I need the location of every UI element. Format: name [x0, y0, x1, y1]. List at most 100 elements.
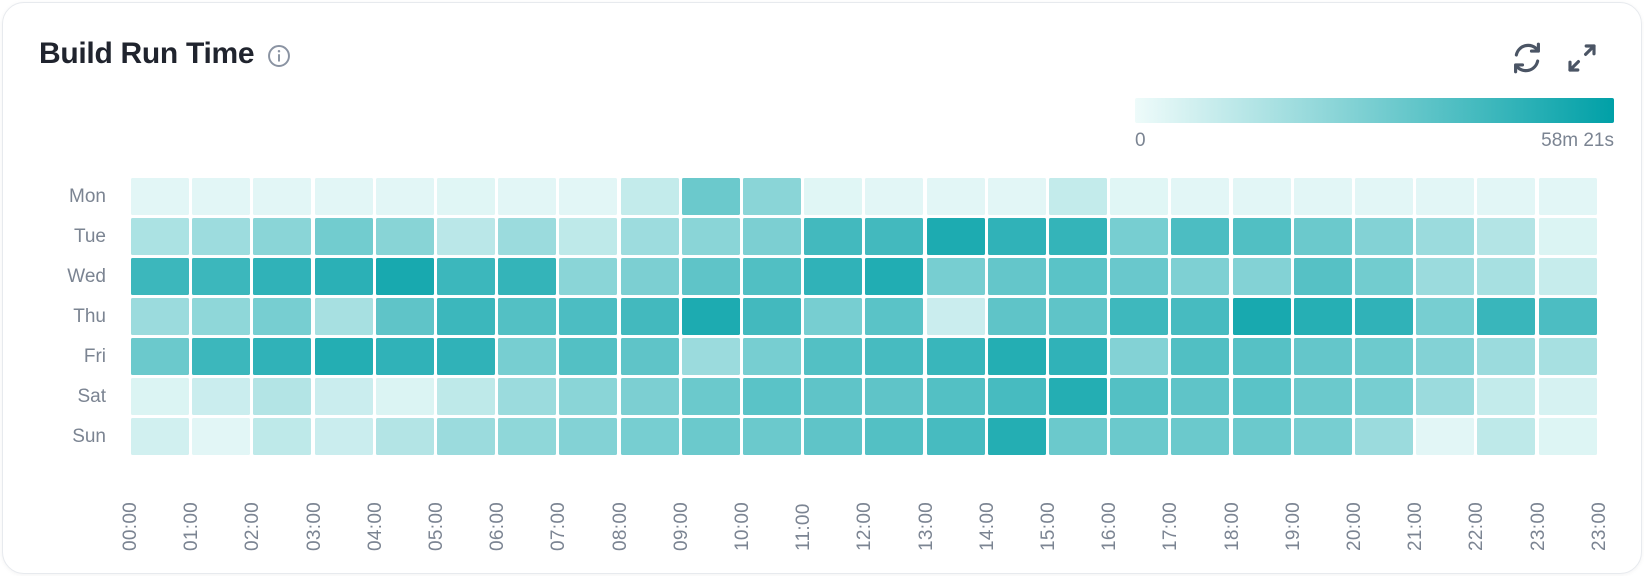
heatmap-cell[interactable]: [620, 418, 679, 455]
heatmap-cell[interactable]: [253, 258, 312, 295]
heatmap-cell[interactable]: [437, 418, 495, 455]
heatmap-cell[interactable]: [559, 298, 618, 335]
heatmap-cell[interactable]: [1416, 298, 1475, 335]
heatmap-cell[interactable]: [1355, 418, 1413, 455]
heatmap-cell[interactable]: [1416, 338, 1475, 375]
heatmap-cell[interactable]: [1355, 178, 1413, 215]
heatmap-cell[interactable]: [987, 338, 1046, 375]
heatmap-cell[interactable]: [375, 178, 434, 215]
heatmap-cell[interactable]: [375, 218, 434, 255]
info-button[interactable]: [266, 43, 292, 69]
heatmap-cell[interactable]: [743, 218, 801, 255]
heatmap-cell[interactable]: [804, 378, 863, 415]
heatmap-cell[interactable]: [1477, 338, 1536, 375]
heatmap-cell[interactable]: [926, 378, 985, 415]
heatmap-cell[interactable]: [865, 418, 924, 455]
heatmap-cell[interactable]: [804, 418, 863, 455]
heatmap-cell[interactable]: [498, 418, 557, 455]
heatmap-cell[interactable]: [620, 218, 679, 255]
heatmap-cell[interactable]: [192, 378, 251, 415]
heatmap-cell[interactable]: [1538, 218, 1597, 255]
heatmap-cell[interactable]: [559, 378, 618, 415]
heatmap-cell[interactable]: [1355, 218, 1413, 255]
heatmap-cell[interactable]: [804, 258, 863, 295]
heatmap-cell[interactable]: [1477, 378, 1536, 415]
heatmap-cell[interactable]: [437, 338, 495, 375]
heatmap-cell[interactable]: [498, 258, 557, 295]
heatmap-cell[interactable]: [1171, 298, 1230, 335]
heatmap-cell[interactable]: [1110, 258, 1169, 295]
heatmap-cell[interactable]: [253, 378, 312, 415]
heatmap-cell[interactable]: [559, 218, 618, 255]
heatmap-cell[interactable]: [681, 338, 740, 375]
heatmap-cell[interactable]: [1355, 298, 1413, 335]
heatmap-cell[interactable]: [314, 218, 373, 255]
heatmap-cell[interactable]: [1477, 298, 1536, 335]
heatmap-cell[interactable]: [1049, 418, 1107, 455]
heatmap-cell[interactable]: [1477, 178, 1536, 215]
heatmap-cell[interactable]: [559, 178, 618, 215]
heatmap-cell[interactable]: [375, 378, 434, 415]
heatmap-cell[interactable]: [1538, 378, 1597, 415]
heatmap-cell[interactable]: [1477, 418, 1536, 455]
heatmap-cell[interactable]: [926, 218, 985, 255]
heatmap-cell[interactable]: [375, 418, 434, 455]
heatmap-cell[interactable]: [192, 258, 251, 295]
heatmap-cell[interactable]: [437, 298, 495, 335]
heatmap-cell[interactable]: [1110, 338, 1169, 375]
heatmap-cell[interactable]: [131, 298, 189, 335]
heatmap-cell[interactable]: [1477, 258, 1536, 295]
heatmap-cell[interactable]: [1049, 298, 1107, 335]
heatmap-cell[interactable]: [437, 178, 495, 215]
heatmap-cell[interactable]: [926, 258, 985, 295]
heatmap-cell[interactable]: [498, 378, 557, 415]
heatmap-cell[interactable]: [314, 178, 373, 215]
heatmap-cell[interactable]: [865, 378, 924, 415]
heatmap-cell[interactable]: [1232, 298, 1291, 335]
expand-button[interactable]: [1563, 39, 1601, 77]
heatmap-cell[interactable]: [743, 298, 801, 335]
heatmap-cell[interactable]: [1232, 418, 1291, 455]
heatmap-cell[interactable]: [987, 298, 1046, 335]
heatmap-cell[interactable]: [1171, 258, 1230, 295]
heatmap-cell[interactable]: [1293, 258, 1352, 295]
heatmap-cell[interactable]: [1416, 378, 1475, 415]
heatmap-cell[interactable]: [253, 298, 312, 335]
heatmap-cell[interactable]: [1416, 418, 1475, 455]
heatmap-cell[interactable]: [620, 258, 679, 295]
heatmap-cell[interactable]: [804, 178, 863, 215]
heatmap-cell[interactable]: [1171, 378, 1230, 415]
heatmap-cell[interactable]: [375, 258, 434, 295]
heatmap-cell[interactable]: [1477, 218, 1536, 255]
heatmap-cell[interactable]: [131, 178, 189, 215]
heatmap-cell[interactable]: [253, 218, 312, 255]
heatmap-cell[interactable]: [804, 218, 863, 255]
refresh-button[interactable]: [1508, 39, 1546, 77]
heatmap-cell[interactable]: [1416, 258, 1475, 295]
heatmap-cell[interactable]: [865, 338, 924, 375]
heatmap-cell[interactable]: [620, 178, 679, 215]
heatmap-cell[interactable]: [620, 298, 679, 335]
heatmap-cell[interactable]: [192, 218, 251, 255]
heatmap-cell[interactable]: [498, 218, 557, 255]
heatmap-cell[interactable]: [1171, 338, 1230, 375]
heatmap-cell[interactable]: [498, 338, 557, 375]
heatmap-cell[interactable]: [1355, 258, 1413, 295]
heatmap-cell[interactable]: [1110, 418, 1169, 455]
heatmap-cell[interactable]: [1049, 218, 1107, 255]
heatmap-cell[interactable]: [1538, 418, 1597, 455]
heatmap-cell[interactable]: [559, 338, 618, 375]
heatmap-cell[interactable]: [437, 258, 495, 295]
heatmap-cell[interactable]: [1538, 258, 1597, 295]
heatmap-cell[interactable]: [1538, 298, 1597, 335]
heatmap-cell[interactable]: [1232, 338, 1291, 375]
heatmap-cell[interactable]: [192, 178, 251, 215]
heatmap-cell[interactable]: [926, 298, 985, 335]
heatmap-cell[interactable]: [498, 178, 557, 215]
heatmap-cell[interactable]: [314, 338, 373, 375]
heatmap-cell[interactable]: [131, 418, 189, 455]
heatmap-cell[interactable]: [253, 418, 312, 455]
heatmap-cell[interactable]: [987, 178, 1046, 215]
heatmap-cell[interactable]: [1049, 378, 1107, 415]
heatmap-cell[interactable]: [1293, 378, 1352, 415]
